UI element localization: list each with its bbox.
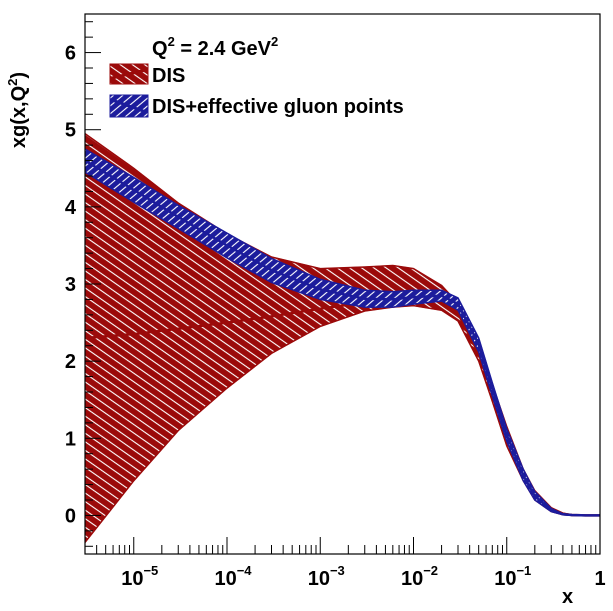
x-tick-label: 10−4 bbox=[214, 563, 252, 590]
x-tick-label: 1 bbox=[594, 568, 605, 590]
y-tick-label: 3 bbox=[65, 274, 76, 296]
y-tick-label: 6 bbox=[65, 43, 76, 65]
legend-label-dis: DIS bbox=[152, 65, 185, 87]
x-axis: 10−5 10−4 10−3 10−2 10−1 1 bbox=[84, 537, 606, 590]
q2-annotation: Q2 = 2.4 GeV2 bbox=[152, 34, 278, 60]
curve-lower-1 bbox=[85, 171, 600, 517]
legend-label-dis-effective: DIS+effective gluon points bbox=[152, 96, 404, 118]
y-tick-label: 0 bbox=[65, 505, 76, 527]
y-axis: 0 1 2 3 4 5 6 bbox=[65, 21, 101, 547]
x-tick-label: 10−2 bbox=[401, 563, 438, 590]
legend: DIS DIS+effective gluon points bbox=[109, 63, 404, 118]
x-axis-title: x bbox=[562, 586, 573, 608]
legend-entry-dis: DIS bbox=[109, 63, 185, 87]
y-tick-label: 5 bbox=[65, 120, 76, 142]
x-tick-label: 10−1 bbox=[494, 563, 531, 590]
x-tick-label: 10−3 bbox=[308, 563, 345, 590]
legend-entry-dis-effective: DIS+effective gluon points bbox=[109, 94, 404, 118]
x-tick-label: 10−5 bbox=[121, 563, 158, 590]
series-dis-effective bbox=[85, 148, 600, 517]
y-tick-label: 2 bbox=[65, 351, 76, 373]
y-tick-label: 1 bbox=[65, 428, 76, 450]
data-bands bbox=[85, 132, 600, 544]
y-axis-title: xg(x,Q2) bbox=[5, 72, 30, 148]
y-tick-label: 4 bbox=[65, 197, 77, 219]
curve-central-1 bbox=[85, 159, 600, 517]
